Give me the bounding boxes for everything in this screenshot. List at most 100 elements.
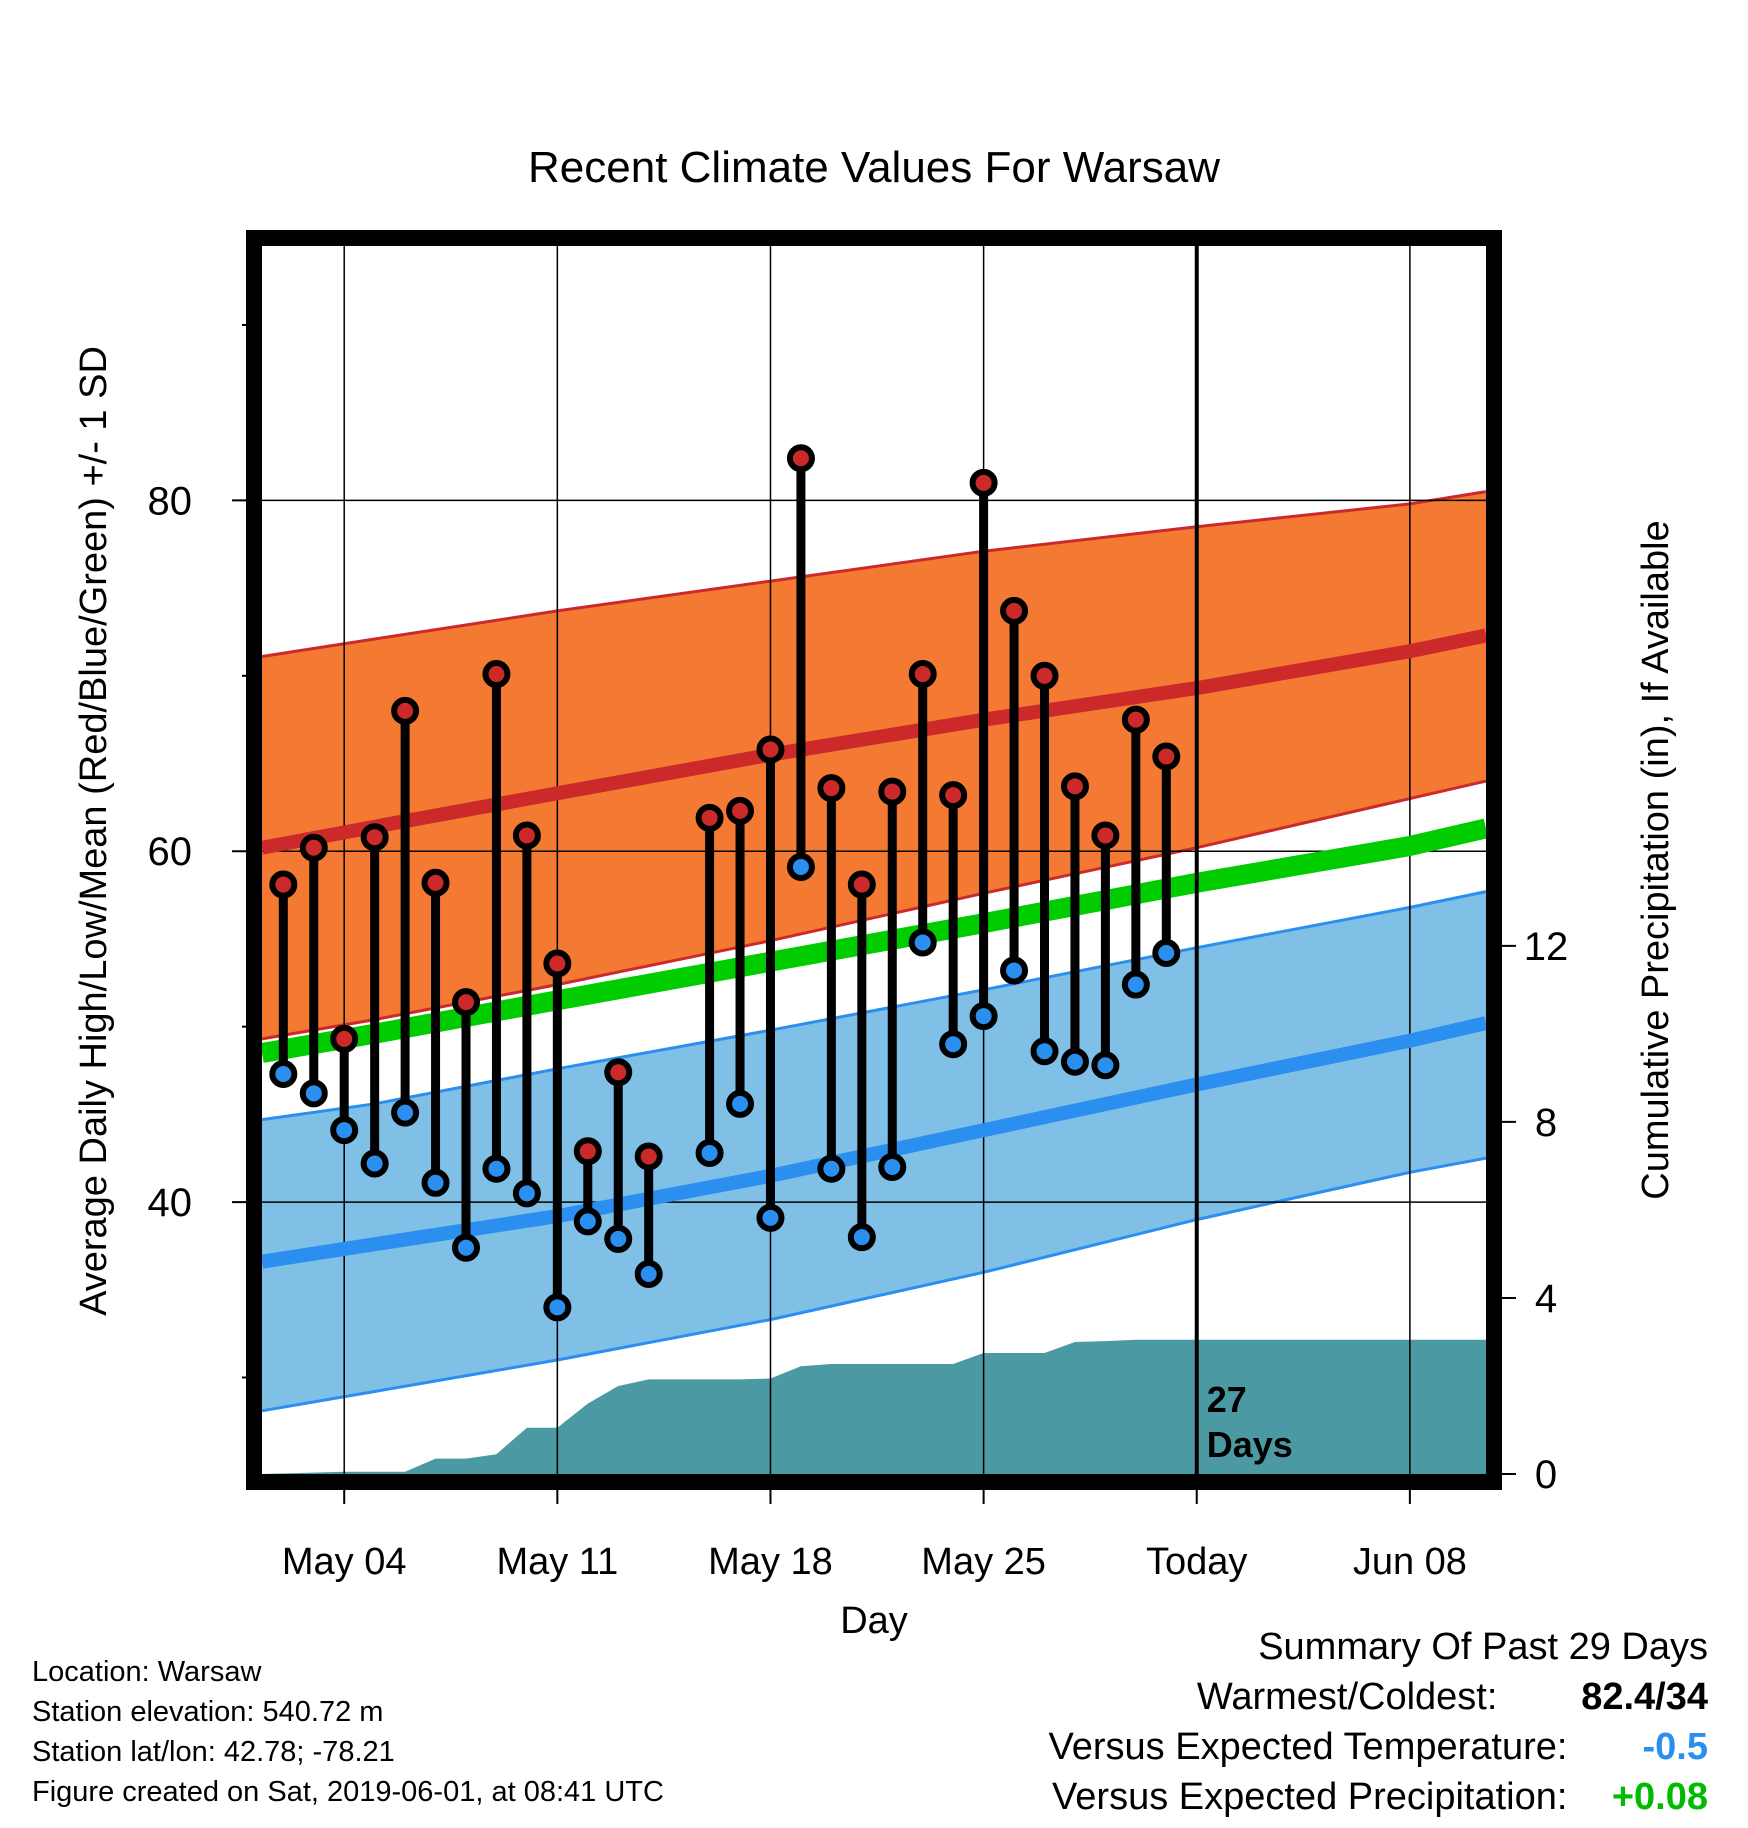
daily-high-point	[360, 823, 389, 852]
y-tick-label: 40	[148, 1181, 193, 1225]
temp-value: -0.5	[1642, 1726, 1708, 1768]
precip-value: +0.08	[1611, 1776, 1708, 1818]
y2-tick-label: 0	[1535, 1453, 1557, 1497]
daily-high-point	[786, 444, 815, 473]
daily-high-point	[391, 696, 420, 725]
daily-low-point	[817, 1154, 846, 1183]
daily-low-point	[269, 1060, 298, 1089]
y2-tick-label: 8	[1535, 1101, 1557, 1145]
y-tick-label: 60	[148, 830, 193, 874]
daily-high-point	[1060, 772, 1089, 801]
daily-low-point	[299, 1079, 328, 1108]
y2-tick-label: 12	[1524, 925, 1569, 969]
x-tick-label: May 25	[921, 1541, 1046, 1583]
daily-high-point	[847, 870, 876, 899]
daily-low-point	[604, 1224, 633, 1253]
daily-high-point	[604, 1058, 633, 1087]
precipitation-area	[262, 1339, 1486, 1474]
chart-title: Recent Climate Values For Warsaw	[528, 143, 1220, 192]
warm-cold-label: Warmest/Coldest:	[1196, 1676, 1498, 1718]
daily-low-point	[1000, 956, 1029, 985]
low-lower-edge	[261, 1156, 1487, 1413]
daily-high-point	[695, 803, 724, 832]
daily-high-point	[452, 988, 480, 1017]
summary-warm-cold: Warmest/Coldest: 82.4/34	[1049, 1672, 1708, 1722]
location-text: Location: Warsaw	[32, 1656, 262, 1688]
x-axis-title: Day	[840, 1600, 908, 1642]
x-tick-label: May 18	[708, 1541, 833, 1583]
plot-border	[246, 230, 1502, 1490]
daily-high-point	[726, 796, 755, 825]
daily-high-point	[1000, 596, 1029, 625]
today-annotation: Days	[1207, 1424, 1293, 1465]
daily-low-point	[360, 1149, 389, 1178]
daily-low-point	[786, 853, 815, 882]
daily-low-point	[756, 1203, 785, 1232]
daily-low-point	[726, 1089, 755, 1118]
y2-tick-label: 4	[1535, 1277, 1557, 1321]
daily-high-point	[634, 1142, 663, 1171]
precipitation-fill	[262, 1339, 1486, 1474]
daily-high-point	[908, 660, 937, 689]
daily-low-point	[939, 1030, 968, 1059]
y-tick-label: 80	[148, 479, 193, 523]
normal-low-line	[260, 1016, 1488, 1269]
daily-high-point	[756, 735, 785, 764]
summary-temp: Versus Expected Temperature: -0.5	[1049, 1722, 1708, 1772]
daily-low-point	[1121, 970, 1150, 999]
daily-high-point	[512, 821, 541, 850]
summary-precip: Versus Expected Precipitation: +0.08	[1049, 1772, 1708, 1822]
daily-low-point	[482, 1154, 511, 1183]
daily-low-point	[908, 928, 937, 957]
daily-low-point	[695, 1138, 724, 1167]
daily-high-point	[421, 868, 450, 897]
today-annotation: 27	[1207, 1379, 1247, 1420]
daily-high-point	[878, 777, 907, 806]
plot-frame	[246, 230, 1502, 1490]
daily-low-point	[847, 1223, 876, 1252]
daily-low-point	[878, 1153, 907, 1181]
created-text: Figure created on Sat, 2019-06-01, at 08…	[32, 1776, 664, 1808]
high-upper-edge	[261, 490, 1487, 658]
high-sd-band	[262, 491, 1486, 1039]
daily-high-point	[817, 774, 846, 803]
daily-high-point	[1121, 705, 1150, 734]
daily-low-point	[1152, 938, 1181, 967]
daily-high-point	[299, 833, 328, 862]
daily-high-point	[573, 1137, 602, 1166]
y-axis-title: Average Daily High/Low/Mean (Red/Blue/Gr…	[73, 346, 115, 1316]
daily-high-point	[330, 1024, 359, 1053]
observations	[269, 444, 1181, 1322]
daily-low-point	[543, 1293, 572, 1322]
temp-label: Versus Expected Temperature:	[1048, 1726, 1568, 1768]
daily-high-point	[269, 870, 298, 899]
daily-high-point	[939, 781, 968, 810]
x-tick-label: May 04	[282, 1541, 407, 1583]
elevation-text: Station elevation: 540.72 m	[32, 1696, 384, 1728]
station-info: Location: Warsaw Station elevation: 540.…	[32, 1652, 664, 1812]
summary-block: Summary Of Past 29 Days Warmest/Coldest:…	[1049, 1622, 1708, 1822]
x-tick-label: Today	[1146, 1541, 1247, 1583]
daily-low-point	[969, 1002, 998, 1031]
daily-low-point	[452, 1233, 480, 1262]
precip-label: Versus Expected Precipitation:	[1052, 1776, 1568, 1818]
daily-low-point	[1060, 1047, 1089, 1076]
x-tick-label: Jun 08	[1353, 1541, 1467, 1583]
daily-high-point	[1152, 742, 1181, 771]
summary-title: Summary Of Past 29 Days	[1258, 1626, 1708, 1668]
daily-high-point	[543, 949, 572, 978]
warm-cold-value: 82.4/34	[1581, 1676, 1708, 1718]
daily-high-point	[1030, 661, 1059, 690]
daily-low-point	[573, 1207, 602, 1236]
daily-high-point	[482, 660, 511, 689]
daily-low-point	[421, 1168, 450, 1197]
x-tick-label: May 11	[496, 1541, 618, 1583]
axes: 80 60 40 0 4 8 12 May 04 May 11 May 18 May 25 Today…	[148, 323, 1569, 1583]
daily-high-point	[1091, 821, 1120, 850]
daily-low-point	[512, 1179, 541, 1208]
daily-low-point	[634, 1260, 663, 1289]
daily-low-point	[1091, 1051, 1120, 1080]
daily-low-point	[1030, 1037, 1059, 1066]
daily-high-point	[969, 468, 998, 497]
